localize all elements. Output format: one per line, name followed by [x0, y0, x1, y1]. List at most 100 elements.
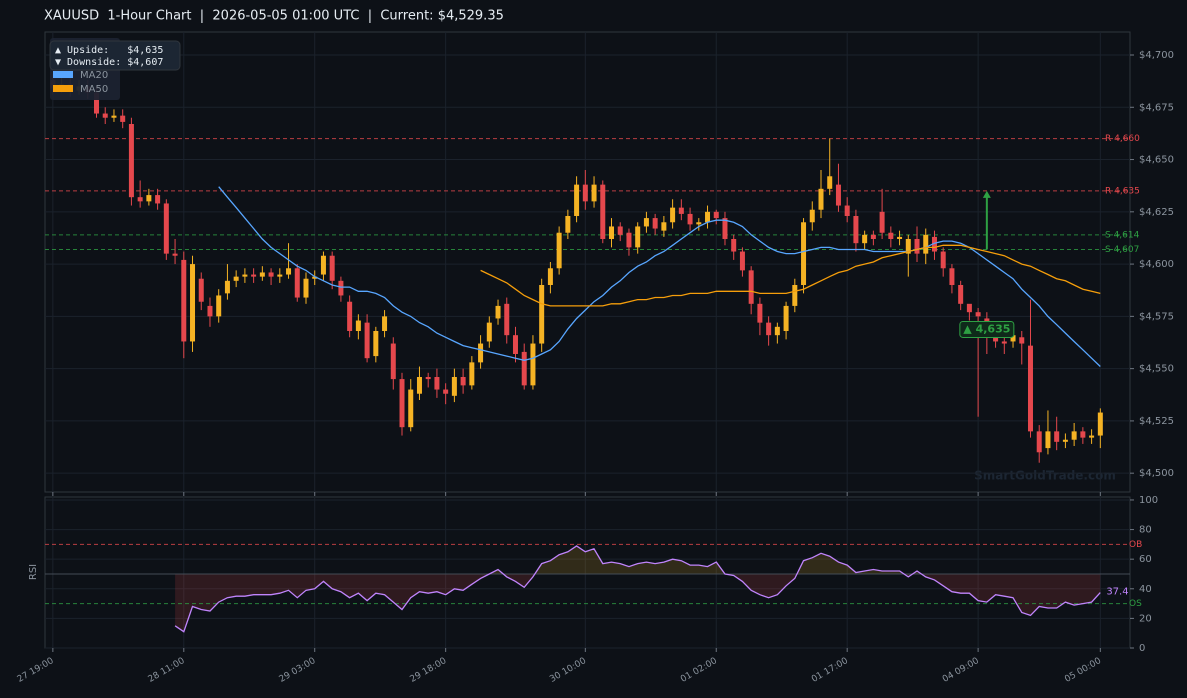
- candle-body: [1001, 341, 1007, 344]
- candle-body: [408, 389, 414, 428]
- candle-body: [172, 253, 178, 256]
- candle-body: [1019, 337, 1025, 344]
- rsi-panel: [44, 496, 1131, 649]
- target-label: ▲ 4,635: [963, 322, 1010, 335]
- candle-body: [460, 377, 466, 386]
- candle-body: [416, 377, 422, 394]
- moving-average-line: [218, 186, 1101, 367]
- y-tick-label: 0: [1139, 643, 1145, 654]
- y-tick-label: $4,700: [1139, 50, 1174, 61]
- candle-body: [163, 203, 169, 254]
- candle-body: [198, 278, 204, 302]
- candle-body: [774, 326, 780, 336]
- candle-body: [216, 295, 222, 317]
- candle-body: [565, 216, 571, 233]
- candle-body: [251, 274, 257, 277]
- level-label: S 4,614: [1105, 230, 1140, 240]
- candle-body: [338, 280, 344, 296]
- legend-swatch: [53, 85, 73, 92]
- candle-body: [792, 285, 798, 306]
- candle-body: [1062, 439, 1068, 442]
- candle-body: [1045, 431, 1051, 449]
- candle-body: [504, 303, 510, 336]
- rsi-last-value: 37.4: [1106, 587, 1128, 598]
- candle-body: [521, 351, 527, 386]
- candle-body: [809, 209, 815, 223]
- annotation-line: ▲ Upside: $4,635: [55, 45, 163, 56]
- y-tick-label: $4,600: [1139, 259, 1174, 270]
- candle-body: [757, 303, 763, 323]
- candle-body: [355, 320, 361, 331]
- candle-body: [661, 222, 667, 231]
- candle-body: [748, 270, 754, 304]
- candle-body: [905, 239, 911, 254]
- candle-body: [128, 124, 134, 198]
- candle-body: [966, 303, 972, 313]
- y-tick-label: $4,675: [1139, 102, 1174, 113]
- candle-body: [434, 377, 440, 390]
- candle-body: [993, 335, 999, 342]
- candle-body: [722, 218, 728, 239]
- chart-title: XAUUSD 1-Hour Chart | 2026-05-05 01:00 U…: [44, 9, 504, 24]
- candle-body: [1097, 412, 1103, 436]
- candle-body: [1071, 431, 1077, 440]
- candle-body: [320, 255, 326, 275]
- candle-body: [329, 255, 335, 281]
- candle-body: [870, 234, 876, 239]
- candle-body: [862, 234, 868, 244]
- candle-body: [923, 234, 929, 254]
- candle-body: [1089, 435, 1095, 438]
- candle-body: [224, 280, 230, 294]
- candle-body: [678, 207, 684, 214]
- candle-body: [120, 115, 126, 122]
- candle-body: [111, 115, 117, 118]
- level-label: R 4,660: [1105, 134, 1140, 144]
- candle-body: [844, 205, 850, 216]
- legend-label: MA50: [80, 84, 108, 95]
- candle-body: [486, 322, 492, 342]
- candle-body: [713, 211, 719, 219]
- y-tick-label: 20: [1139, 613, 1152, 624]
- candle-body: [652, 218, 658, 229]
- candle-body: [259, 272, 265, 277]
- candle-body: [687, 213, 693, 225]
- price-panel: [44, 31, 1131, 493]
- candle-body: [303, 278, 309, 298]
- candle-body: [1027, 345, 1033, 432]
- candle-body: [931, 236, 937, 252]
- candle-body: [914, 239, 920, 254]
- candle-body: [940, 251, 946, 269]
- candle-body: [277, 274, 283, 277]
- level-label: OB: [1129, 540, 1142, 550]
- candle-body: [347, 301, 353, 331]
- candle-body: [635, 226, 641, 248]
- candle-body: [705, 211, 711, 223]
- y-tick-label: $4,525: [1139, 416, 1174, 427]
- candle-body: [731, 239, 737, 252]
- candle-body: [582, 184, 588, 202]
- candle-body: [382, 316, 388, 331]
- candle-body: [242, 274, 248, 277]
- candle-body: [294, 268, 300, 298]
- candle-body: [600, 184, 606, 239]
- candle-body: [286, 268, 292, 275]
- y-tick-label: 60: [1139, 554, 1152, 565]
- level-label: R 4,635: [1105, 186, 1140, 196]
- candle-body: [443, 389, 449, 394]
- candle-body: [399, 379, 405, 428]
- target-label-box: [959, 320, 1015, 338]
- legend-swatch: [53, 71, 73, 78]
- candle-body: [495, 305, 501, 319]
- candle-body: [853, 216, 859, 244]
- level-label: OS: [1129, 599, 1142, 609]
- candle-body: [364, 322, 370, 359]
- candle-body: [827, 176, 833, 189]
- y-tick-label: $4,550: [1139, 364, 1174, 375]
- candle-body: [696, 222, 702, 225]
- legend-label: MA20: [80, 70, 108, 81]
- candle-body: [181, 259, 187, 342]
- candle-body: [1036, 431, 1042, 453]
- candle-body: [451, 377, 457, 396]
